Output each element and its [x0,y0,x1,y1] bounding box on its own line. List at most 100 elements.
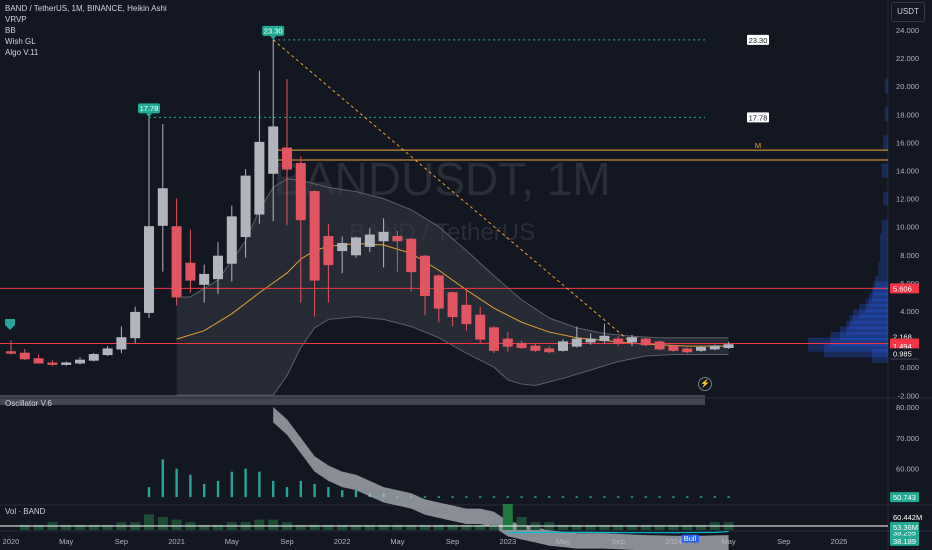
high-marker-label: 17.78 [140,104,159,113]
candle [268,39,279,222]
volume-label[interactable]: Vol · BAND [5,507,46,516]
volume-bar [75,524,85,530]
volume-bar [502,504,513,530]
volume-profile-bar [872,348,888,363]
volume-bar [213,524,223,530]
oscillator-bar [603,496,606,498]
oscillator-bar [492,496,496,498]
oscillator-label[interactable]: Oscillator V.6 [5,399,52,408]
volume-profile-bar [868,292,888,307]
price-tick: 10.000 [896,223,919,232]
candle [33,354,44,364]
candle [144,117,154,319]
candle-body [185,262,196,281]
oscillator-bar [272,480,275,498]
time-tick: Sep [446,537,459,546]
volume-bar [447,524,458,530]
high-marker-pointer [270,35,277,40]
volume-profile-bar [878,261,888,276]
volume-profile-bar [883,135,888,150]
candle [640,337,651,347]
candle [213,242,223,295]
oscillator-bar [327,487,330,498]
candle-body [461,304,472,325]
candle [530,343,541,352]
volume-bar [558,524,568,530]
oscillator-bar [561,496,565,498]
bolt-icon[interactable]: ⚡ [698,377,712,391]
osc-value-tag [890,492,919,503]
volume-bar [364,524,375,530]
oscillator-bar [451,496,454,498]
candle [392,230,403,272]
candle-body [544,348,555,353]
candle [668,344,679,352]
oscillator-bar [672,496,675,498]
trendline [272,39,633,344]
oscillator-bar [575,496,578,498]
candle-body [668,345,679,351]
oscillator-bar [465,496,468,498]
indicator-wish-gl[interactable]: Wish GL [5,37,36,46]
candle [502,332,513,352]
candle [420,254,430,316]
oscillator-bar [258,471,261,498]
time-tick: Sep [280,537,293,546]
time-tick: 2023 [499,537,516,546]
indicator-bb[interactable]: BB [5,26,16,35]
oscillator-bar [313,484,316,498]
oscillator-bar [437,496,440,498]
candle [116,326,127,354]
oscillator-bar [548,496,551,498]
price-tick: 22.000 [896,54,919,63]
oscillator-bar [299,480,302,498]
oscillator-bar [175,468,178,498]
volume-profile-bar [875,275,888,290]
bull-tag-label: Bull [684,534,697,543]
high-marker [262,25,285,36]
volume-bar [489,524,499,530]
candle-body [627,337,637,343]
oscillator-bar [686,496,689,498]
volume-bar [392,524,403,530]
indicator-vrvp[interactable]: VRVP [5,15,27,24]
candle-body [447,292,458,318]
time-tick: Sep [115,537,128,546]
candle [309,190,320,317]
candle [544,346,555,354]
time-tick: May [556,537,570,546]
indicator-algo[interactable]: Algo V.11 [5,48,39,57]
currency-button[interactable]: USDT [891,2,925,22]
price-tag [890,348,919,359]
candle-body [171,226,182,298]
osc-tick: 60.000 [896,465,919,474]
price-tick: 14.000 [896,167,919,176]
candle-body [613,338,624,344]
symbol-title[interactable]: BAND / TetherUS, 1M, BINANCE, Heikin Ash… [5,4,167,13]
bb-upper-line [176,178,729,339]
volume-profile-bar [872,287,888,302]
price-tick: 16.000 [896,138,919,147]
price-tag-label: 1.494 [893,342,912,351]
candle-body [392,236,403,242]
volume-bar [337,524,348,530]
osc-value-label: 50.743 [893,493,916,502]
candle-body [558,341,568,351]
candle-body [599,335,610,342]
volume-bar [171,519,182,530]
candle-body [433,275,444,309]
time-tick: 2022 [334,537,351,546]
volume-bar [323,524,334,530]
candle [240,169,251,258]
price-tick: 4.000 [900,307,919,316]
oscillator-bar [699,496,703,498]
volume-profile-bar [840,326,888,341]
volume-profile-bar [881,163,888,178]
oscillator-signal [507,530,729,534]
volume-bar [599,524,610,530]
candle [364,228,375,252]
candle [19,348,30,361]
